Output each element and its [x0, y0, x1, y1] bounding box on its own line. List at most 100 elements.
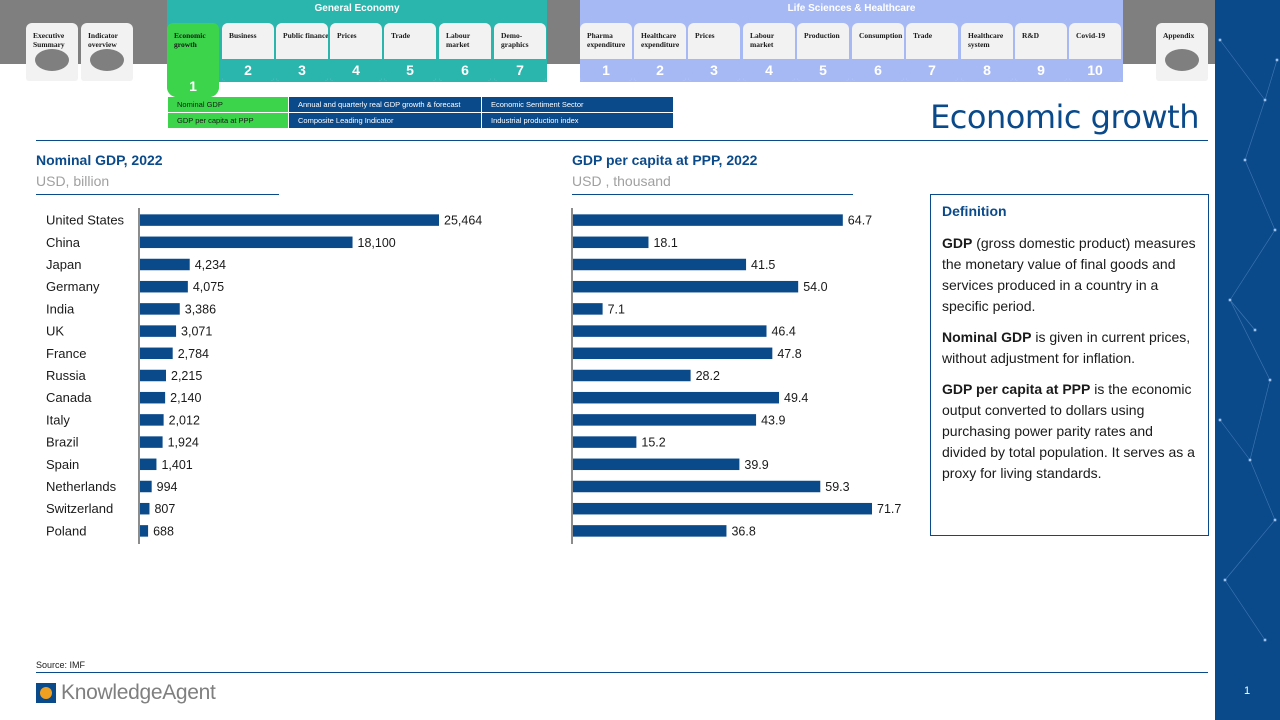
life-sciences-group-label: Life Sciences & Healthcare: [580, 0, 1123, 20]
data-label: 49.4: [784, 391, 808, 405]
bar: [573, 303, 603, 315]
data-label: 71.7: [877, 502, 901, 516]
category-label: Poland: [46, 523, 86, 538]
bar: [140, 369, 167, 382]
footer-divider: [36, 672, 1208, 673]
subnav-composite-leading-indicator[interactable]: Composite Leading Indicator: [289, 113, 481, 128]
bar: [573, 236, 649, 249]
bar: [140, 303, 180, 315]
data-label: 59.3: [825, 480, 849, 494]
page-title: Economic growth: [930, 98, 1199, 136]
bar: [140, 347, 173, 360]
bar: [573, 436, 637, 448]
source-note: Source: IMF: [36, 660, 86, 670]
chart-1-underline: [36, 194, 279, 195]
chart-1-title: Nominal GDP, 2022: [36, 152, 163, 168]
subnav-gdp-per-capita-ppp[interactable]: GDP per capita at PPP: [168, 113, 288, 128]
nav-tab-prices[interactable]: Prices 3: [688, 23, 740, 81]
definition-text: is the economic output converted to doll…: [942, 381, 1195, 481]
nav-tab-healthcare-system[interactable]: Healthcare system 8: [961, 23, 1013, 81]
chart-1-unit: USD, billion: [36, 173, 110, 189]
data-label: 2,140: [170, 391, 201, 405]
tab-knob-icon: [35, 49, 69, 71]
nav-tab-number: 1: [167, 75, 219, 97]
nav-tab-economic-growth[interactable]: Economic growth 1: [167, 23, 219, 97]
nav-tab-label: Healthcare system: [968, 31, 1004, 49]
nav-tab-number: 7: [906, 59, 958, 81]
category-label: Russia: [46, 368, 87, 383]
category-label: Brazil: [46, 435, 79, 450]
category-label: Spain: [46, 457, 79, 472]
nav-tab-healthcare-expenditure[interactable]: Healthcare expenditure 2: [634, 23, 686, 81]
data-label: 28.2: [696, 369, 720, 383]
bar: [140, 325, 177, 337]
nav-tab-business[interactable]: Business 2: [222, 23, 274, 81]
nav-tab-number-text: 5: [819, 62, 827, 78]
nav-tab-indicator-overview[interactable]: Indicator overview: [81, 23, 133, 81]
nav-tab-label: R&D: [1022, 31, 1040, 40]
nav-tab-labour-market[interactable]: Labour market 6: [439, 23, 491, 81]
chart-2-title: GDP per capita at PPP, 2022: [572, 152, 758, 168]
nav-tab-trade[interactable]: Trade 5: [384, 23, 436, 81]
nav-tab-pharma-expenditure[interactable]: Pharma expenditure 1: [580, 23, 632, 81]
data-label: 4,075: [193, 280, 224, 294]
data-label: 2,784: [178, 347, 209, 361]
nav-tab-label: Business: [229, 31, 257, 40]
nav-tab-prices[interactable]: Prices 4: [330, 23, 382, 81]
nav-tab-consumption[interactable]: Consumption 6: [852, 23, 904, 81]
nav-tab-number: 2: [222, 59, 274, 81]
nav-tab-label: Healthcare expenditure: [641, 31, 680, 49]
nav-tab-number: 5: [797, 59, 849, 81]
subnav-economic-sentiment[interactable]: Economic Sentiment Sector: [482, 97, 673, 112]
nav-tab-r-d[interactable]: R&D 9: [1015, 23, 1067, 81]
definition-nominal-gdp: Nominal GDP is given in current prices, …: [942, 327, 1197, 369]
nav-tab-executive-summary[interactable]: Executive Summary: [26, 23, 78, 81]
nav-tab-label: Labour market: [446, 31, 471, 49]
nav-tab-label: Covid-19: [1076, 31, 1106, 40]
nav-tab-number-text: 7: [516, 62, 524, 78]
bar: [573, 502, 872, 515]
nav-tab-trade[interactable]: Trade 7: [906, 23, 958, 81]
chart-2-underline: [572, 194, 853, 195]
nav-tab-covid-19[interactable]: Covid-19 10: [1069, 23, 1121, 81]
data-label: 3,386: [185, 302, 216, 316]
bar: [573, 369, 691, 382]
bar: [573, 480, 821, 493]
data-label: 1,401: [161, 458, 192, 472]
nav-tab-appendix[interactable]: Appendix: [1156, 23, 1208, 81]
subnav-industrial-production[interactable]: Industrial production index: [482, 113, 673, 128]
definition-term: Nominal GDP: [942, 329, 1032, 345]
bar: [573, 525, 727, 537]
category-label: Netherlands: [46, 479, 117, 494]
data-label: 18,100: [358, 236, 396, 250]
subnav-real-gdp-growth[interactable]: Annual and quarterly real GDP growth & f…: [289, 97, 481, 112]
nominal-gdp-bar-chart: United States 25,464 China 18,100 Japan 4,234…: [46, 208, 482, 544]
chart-2-unit: USD , thousand: [572, 173, 671, 189]
bar: [140, 414, 164, 426]
nav-tab-number: 9: [1015, 59, 1067, 81]
logo-icon: [36, 683, 56, 703]
nav-tab-number: 1: [580, 59, 632, 81]
bar: [140, 236, 353, 249]
nav-tab-number-text: 10: [1087, 62, 1103, 78]
nav-tab-labour-market[interactable]: Labour market 4: [743, 23, 795, 81]
nav-tab-demo-graphics[interactable]: Demo-graphics 7: [494, 23, 546, 81]
nav-tab-label: Economic growth: [174, 31, 206, 49]
nav-tab-label: Trade: [391, 31, 411, 40]
bar: [573, 458, 740, 471]
category-label: Canada: [46, 390, 92, 405]
side-decor-panel: [1215, 0, 1280, 720]
nav-tab-label: Demo-graphics: [501, 31, 529, 49]
bar: [140, 258, 190, 271]
definition-gdp: GDP (gross domestic product) measures th…: [942, 233, 1197, 317]
nav-tab-number-text: 4: [352, 62, 360, 78]
nav-tab-label: Prices: [337, 31, 357, 40]
nav-tab-label: Prices: [695, 31, 715, 40]
subnav-nominal-gdp[interactable]: Nominal GDP: [168, 97, 288, 112]
data-label: 36.8: [731, 524, 755, 538]
nav-tab-public-finance[interactable]: Public finance 3: [276, 23, 328, 81]
bar: [573, 325, 767, 337]
nav-tab-production[interactable]: Production 5: [797, 23, 849, 81]
nav-tab-number-text: 5: [406, 62, 414, 78]
category-label: United States: [46, 213, 125, 228]
